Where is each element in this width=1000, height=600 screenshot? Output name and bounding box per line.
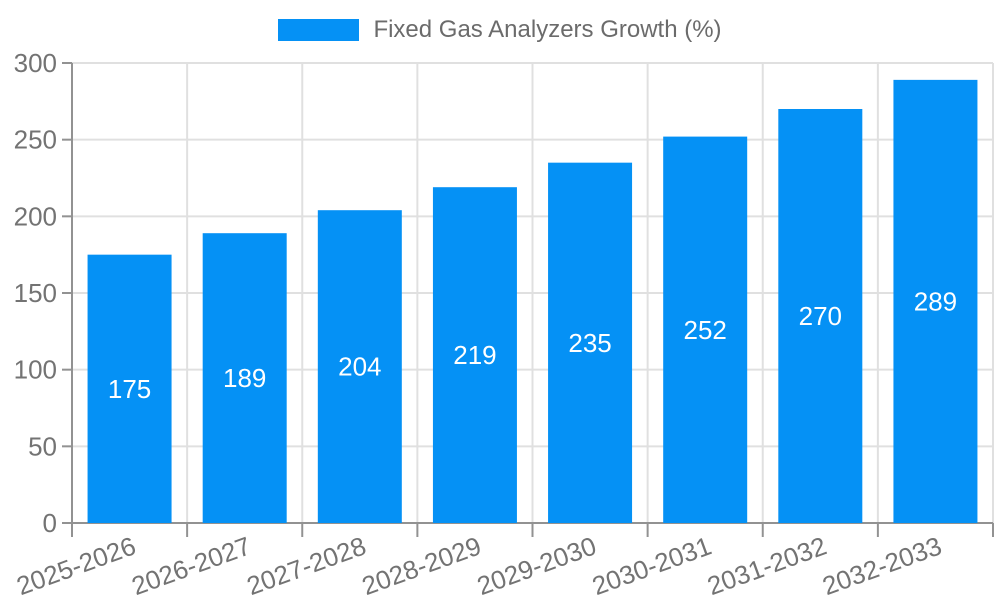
chart-legend[interactable]: Fixed Gas Analyzers Growth (%): [0, 16, 1000, 44]
bar-2025-2026[interactable]: [87, 254, 172, 523]
x-tick-label: 2029-2030: [473, 530, 600, 600]
bar-2027-2028[interactable]: [317, 210, 402, 523]
y-tick-label: 250: [14, 125, 57, 155]
bar-value-label: 235: [568, 328, 611, 358]
bar-2026-2027[interactable]: [202, 233, 287, 523]
y-tick-label: 0: [43, 508, 57, 538]
bar-value-label: 175: [108, 374, 151, 404]
bar-value-label: 252: [683, 315, 726, 345]
bar-2032-2033[interactable]: [893, 79, 978, 523]
y-tick-label: 300: [14, 50, 57, 78]
legend-swatch-icon: [278, 19, 360, 41]
y-tick-label: 150: [14, 278, 57, 308]
bar-2028-2029[interactable]: [432, 187, 517, 523]
bar-2030-2031[interactable]: [663, 136, 748, 523]
bar-value-label: 219: [453, 340, 496, 370]
bar-value-label: 270: [799, 301, 842, 331]
x-tick-label: 2030-2031: [588, 530, 715, 600]
bar-value-label: 204: [338, 352, 381, 382]
x-tick-label: 2027-2028: [243, 530, 370, 600]
y-tick-label: 100: [14, 355, 57, 385]
bar-2031-2032[interactable]: [778, 109, 863, 523]
bar-value-label: 289: [914, 286, 957, 316]
y-tick-label: 50: [28, 431, 57, 461]
bar-chart: 0 50 100 150 200 250 300 175 189 204 219 235 252 270 2…: [13, 50, 994, 600]
bar-value-label: 189: [223, 363, 266, 393]
legend-label: Fixed Gas Analyzers Growth (%): [373, 16, 722, 43]
x-tick-label: 2031-2032: [703, 530, 830, 600]
x-tick-label: 2032-2033: [818, 530, 945, 600]
bar-2029-2030[interactable]: [548, 162, 633, 523]
x-tick-label: 2028-2029: [358, 530, 485, 600]
y-tick-label: 200: [14, 201, 57, 231]
x-tick-label: 2026-2027: [128, 530, 255, 600]
x-tick-label: 2025-2026: [13, 530, 140, 600]
